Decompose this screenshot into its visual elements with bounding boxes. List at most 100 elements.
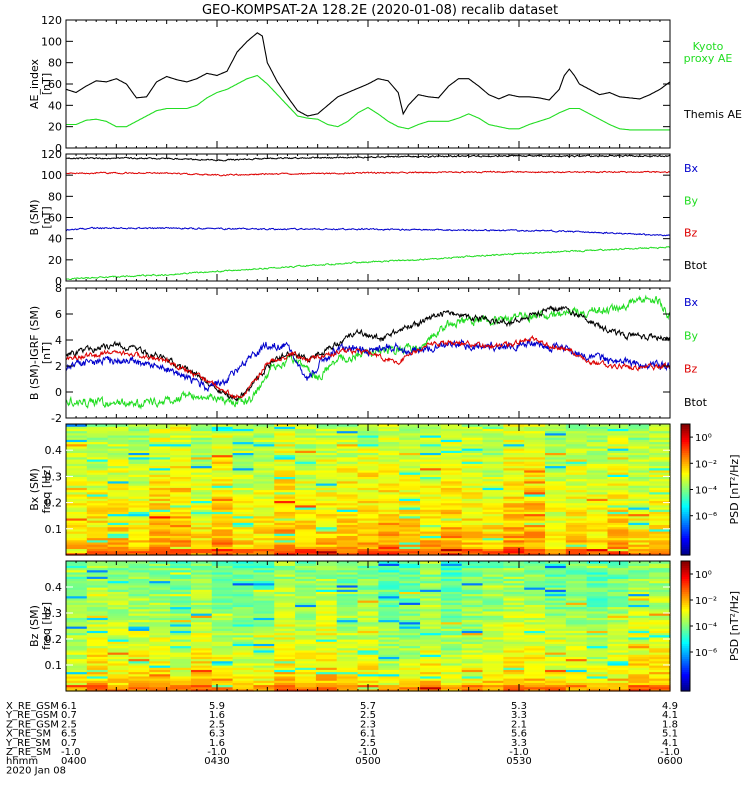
- spectrogram-cell: [295, 628, 317, 631]
- spectrogram-cell: [378, 565, 400, 569]
- spectrogram-cell: [128, 584, 150, 588]
- spectrogram-cell: [607, 669, 629, 673]
- spectrogram-cell: [565, 474, 588, 477]
- spectrogram-cell: [649, 578, 671, 582]
- spectrogram-cell: [378, 597, 400, 601]
- spectrogram-cell: [357, 443, 380, 447]
- spectrogram-cell: [149, 606, 171, 610]
- spectrogram-cell: [440, 608, 463, 612]
- spectrogram-cell: [295, 432, 317, 436]
- spectrogram-cell: [461, 469, 484, 473]
- spectrogram-cell: [378, 561, 400, 564]
- spectrogram-cell: [586, 617, 609, 621]
- spectrogram-cell: [336, 537, 359, 541]
- spectrogram-cell: [482, 593, 504, 597]
- spectrogram-cell: [211, 578, 234, 582]
- spectrogram-cell: [357, 630, 380, 634]
- spectrogram-cell: [107, 593, 130, 597]
- spectrogram-cell: [628, 448, 650, 451]
- spectrogram-cell: [295, 578, 317, 582]
- spectrogram-cell: [232, 513, 255, 517]
- spectrogram-cell: [420, 496, 442, 499]
- spectrogram-cell: [461, 636, 484, 640]
- spectrogram-cell: [295, 522, 317, 526]
- spectrogram-cell: [440, 617, 463, 621]
- spectrogram-cell: [232, 480, 255, 484]
- spectrogram-cell: [628, 441, 650, 445]
- spectrogram-cell: [66, 546, 88, 550]
- spectrogram-cell: [503, 439, 525, 443]
- spectrogram-cell: [170, 450, 192, 453]
- spectrogram-cell: [524, 569, 546, 573]
- spectrogram-cell: [86, 626, 109, 629]
- spectrogram-cell: [545, 658, 567, 662]
- spectrogram-cell: [461, 639, 484, 642]
- colorbar-step: [681, 487, 690, 491]
- spectrogram-cell: [107, 500, 130, 504]
- spectrogram-cell: [503, 597, 525, 601]
- spectrogram-cell: [482, 580, 504, 584]
- spectrogram-cell: [253, 632, 275, 636]
- colorbar-step: [681, 662, 690, 666]
- spectrogram-cell: [524, 428, 546, 432]
- spectrogram-cell: [170, 478, 192, 482]
- legend-entry: By: [684, 329, 699, 342]
- spectrogram-cell: [211, 513, 234, 517]
- spectrogram-cell: [524, 671, 546, 675]
- spectrogram-cell: [378, 654, 400, 657]
- spectrogram-cell: [170, 515, 192, 519]
- spectrogram-cell: [524, 426, 546, 429]
- spectrogram-cell: [565, 595, 588, 599]
- spectrogram-cell: [461, 493, 484, 497]
- spectrogram-cell: [545, 541, 567, 545]
- spectrogram-cell: [420, 610, 442, 614]
- spectrogram-cell: [461, 487, 484, 491]
- spectrogram-cell: [128, 621, 150, 625]
- spectrogram-cell: [378, 649, 400, 653]
- spectrogram-cell: [628, 539, 650, 543]
- spectrogram-cell: [149, 584, 171, 588]
- spectrogram-cell: [295, 643, 317, 647]
- spectrogram-cell: [628, 658, 650, 662]
- spectrogram-cell: [253, 680, 275, 683]
- spectrogram-cell: [232, 684, 255, 688]
- spectrogram-cell: [86, 504, 109, 508]
- series-line-bz: [66, 334, 670, 400]
- spectrogram-cell: [440, 493, 463, 497]
- spectrogram-cell: [86, 535, 109, 539]
- spectrogram-cell: [336, 615, 359, 618]
- spectrogram-cell: [253, 426, 275, 429]
- spectrogram-cell: [66, 576, 88, 579]
- spectrogram-cell: [607, 548, 629, 552]
- colorbar-step: [681, 602, 690, 605]
- spectrogram-cell: [378, 520, 400, 523]
- spectrogram-cell: [565, 493, 588, 497]
- spectrogram-cell: [315, 467, 338, 471]
- spectrogram-cell: [399, 636, 421, 640]
- spectrogram-cell: [607, 628, 629, 631]
- spectrogram-cell: [399, 569, 421, 573]
- spectrogram-cell: [107, 636, 130, 640]
- spectrogram-cell: [107, 439, 130, 443]
- spectrogram-cell: [649, 678, 671, 681]
- spectrogram-cell: [211, 688, 234, 692]
- spectrogram-cell: [128, 432, 150, 436]
- spectrogram-cell: [420, 630, 442, 634]
- spectrogram-cell: [482, 426, 504, 429]
- spectrogram-cell: [482, 660, 504, 664]
- spectrogram-cell: [503, 461, 525, 464]
- spectrogram-cell: [66, 550, 88, 554]
- spectrogram-cell: [461, 684, 484, 688]
- spectrogram-cell: [190, 584, 213, 588]
- spectrogram-cell: [649, 628, 671, 631]
- ephemeris-value: 2.5: [61, 719, 77, 730]
- spectrogram-cell: [399, 565, 421, 569]
- spectrogram-cell: [170, 511, 192, 515]
- spectrogram-cell: [357, 671, 380, 675]
- spectrogram-cell: [295, 649, 317, 653]
- spectrogram-cell: [461, 476, 484, 480]
- spectrogram-cell: [649, 656, 671, 660]
- spectrogram-cell: [274, 589, 296, 592]
- spectrogram-cell: [253, 424, 275, 427]
- spectrogram-cell: [565, 463, 588, 467]
